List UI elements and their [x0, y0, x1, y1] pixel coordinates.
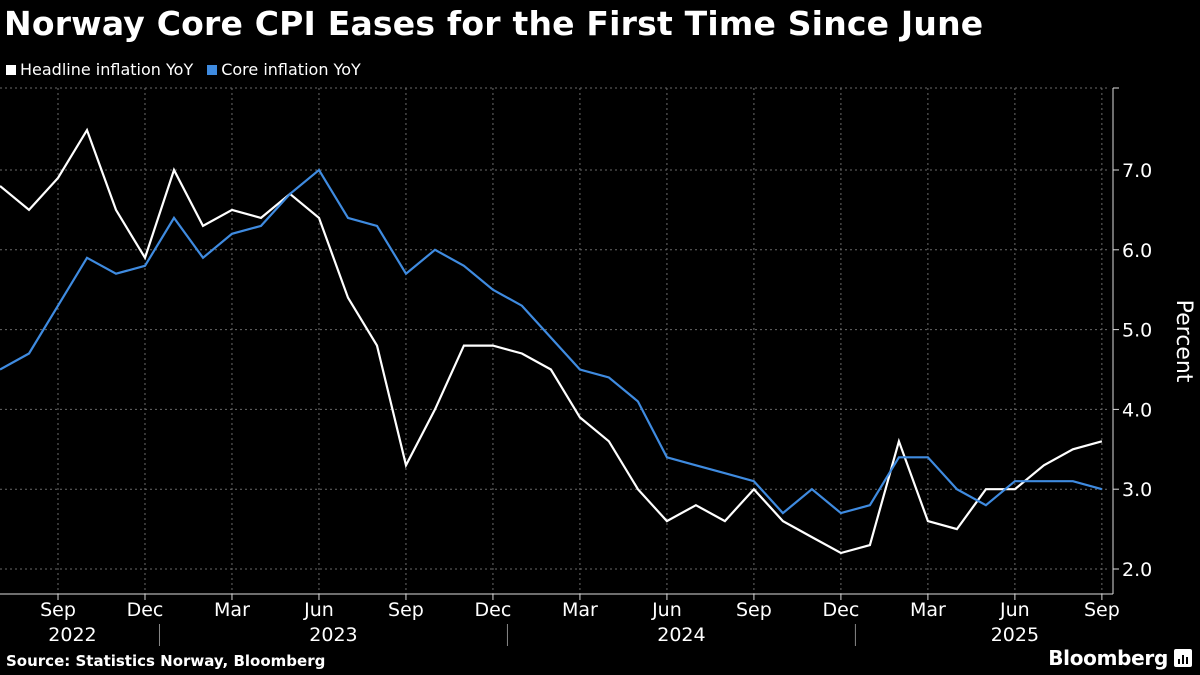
- chart-title: Norway Core CPI Eases for the First Time…: [4, 4, 984, 43]
- x-tick-label: Mar: [910, 599, 946, 621]
- series-line-core: [0, 168, 1103, 515]
- x-tick-label: Jun: [651, 599, 682, 621]
- y-axis-label: Percent: [1171, 300, 1196, 383]
- legend: Headline inflation YoY Core inflation Yo…: [6, 60, 361, 79]
- year-label: 2023: [309, 624, 357, 646]
- x-tick-label: Jun: [303, 599, 334, 621]
- y-tick-label: 5.0: [1122, 320, 1152, 342]
- source-note: Source: Statistics Norway, Bloomberg: [6, 652, 326, 670]
- year-label: 2025: [991, 624, 1039, 646]
- x-tick-label: Dec: [823, 599, 860, 621]
- legend-item-core: Core inflation YoY: [207, 60, 361, 79]
- x-tick-label: Mar: [562, 599, 598, 621]
- year-label: 2024: [657, 624, 705, 646]
- x-tick-label: Dec: [475, 599, 512, 621]
- x-tick-label: Jun: [999, 599, 1030, 621]
- y-tick-label: 2.0: [1122, 559, 1152, 581]
- x-tick-label: Sep: [736, 599, 772, 621]
- legend-item-headline: Headline inflation YoY: [6, 60, 193, 79]
- bloomberg-mark-icon: [1174, 649, 1192, 667]
- year-label: 2022: [48, 624, 96, 646]
- y-tick-label: 3.0: [1122, 479, 1152, 501]
- x-tick-label: Sep: [40, 599, 76, 621]
- x-tick-label: Mar: [214, 599, 250, 621]
- x-tick-label: Sep: [1084, 599, 1120, 621]
- legend-swatch-core: [207, 64, 218, 75]
- x-tick-label: Sep: [388, 599, 424, 621]
- legend-label-headline: Headline inflation YoY: [20, 60, 194, 79]
- y-tick-label: 4.0: [1122, 399, 1152, 421]
- legend-label-core: Core inflation YoY: [221, 60, 361, 79]
- bloomberg-logo: Bloomberg: [1048, 646, 1192, 670]
- y-tick-label: 6.0: [1122, 240, 1152, 262]
- y-tick-label: 7.0: [1122, 160, 1152, 182]
- legend-swatch-headline: [6, 64, 16, 75]
- series-line-headline: [0, 127, 1103, 555]
- x-tick-label: Dec: [127, 599, 164, 621]
- brand-name: Bloomberg: [1048, 646, 1168, 670]
